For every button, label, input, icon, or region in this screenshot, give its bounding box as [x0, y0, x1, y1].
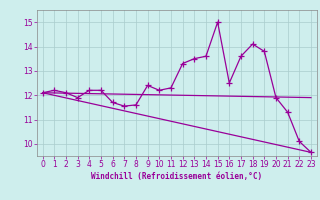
X-axis label: Windchill (Refroidissement éolien,°C): Windchill (Refroidissement éolien,°C)	[91, 172, 262, 181]
